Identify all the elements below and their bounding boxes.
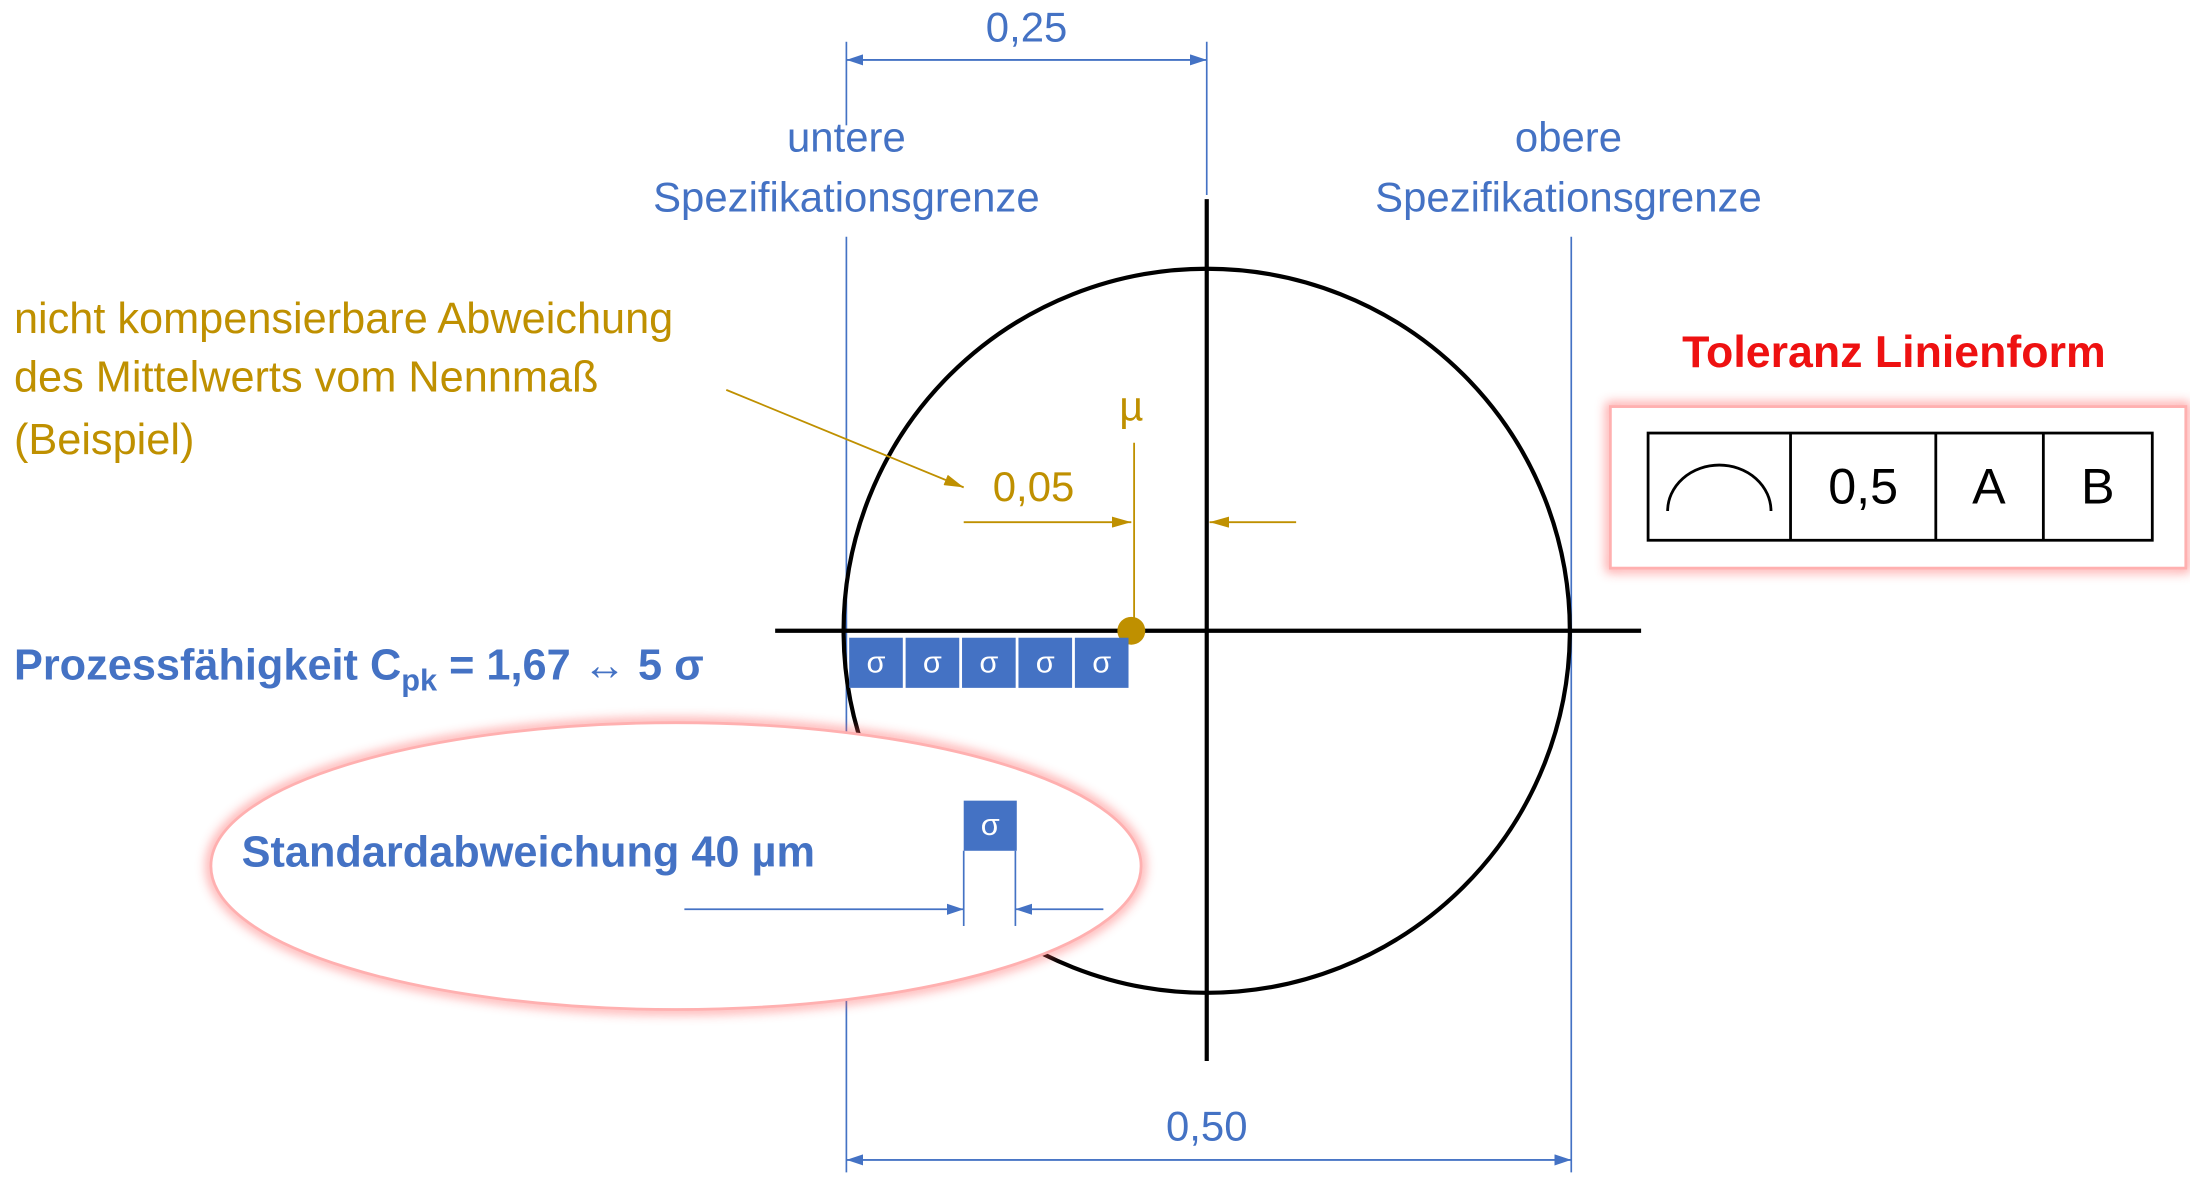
cpk-text: Prozessfähigkeit C [14,642,401,690]
sigma-text: σ [979,644,998,679]
cpk-rest: = 1,67 ↔ 5 σ [437,642,704,690]
dim-top: 0,25 [986,4,1068,51]
datum: A [1972,458,2006,514]
sigma-text: σ [923,644,942,679]
dim-offset: 0,05 [993,463,1075,510]
highlight [209,721,1143,1011]
sigma-text: σ [1036,644,1055,679]
offset-lines [725,389,1297,631]
datum: B [2081,458,2115,514]
dimension-lines [684,850,1104,926]
sigma-box [849,637,903,688]
sigma-text: σ [981,807,1000,842]
lower-limit: untere [787,114,906,161]
upper-limit: Spezifikationsgrenze [1375,174,1762,221]
mu: µ [1119,382,1143,429]
sigma-box [963,800,1017,851]
tolerance-frame [1646,431,2154,542]
annotation: (Beispiel) [14,416,194,464]
annotation: des Mittelwerts vom Nennmaß [14,354,599,402]
tolerance-title: Toleranz Linienform [1682,328,2106,377]
dim-bottom: 0,50 [1166,1102,1248,1149]
upper-limit: obere [1515,114,1622,161]
sigma-box [962,637,1016,688]
sigma-box [1018,637,1073,688]
lower-limit: Spezifikationsgrenze [653,174,1040,221]
cpk-sub: pk [401,662,438,697]
sigma-text: σ [1092,644,1111,679]
sigma-box [905,637,960,688]
cpk-label: Prozessfähigkeit Cpk = 1,67 ↔ 5 σ [14,642,704,698]
sigma-text: σ [867,644,886,679]
sigma-box [1074,637,1129,688]
std-dev-label: Standardabweichung 40 µm [242,828,815,876]
profile [775,199,1642,1062]
annotation: nicht kompensierbare Abweichung [14,295,673,343]
tolerance-value: 0,5 [1828,458,1898,514]
